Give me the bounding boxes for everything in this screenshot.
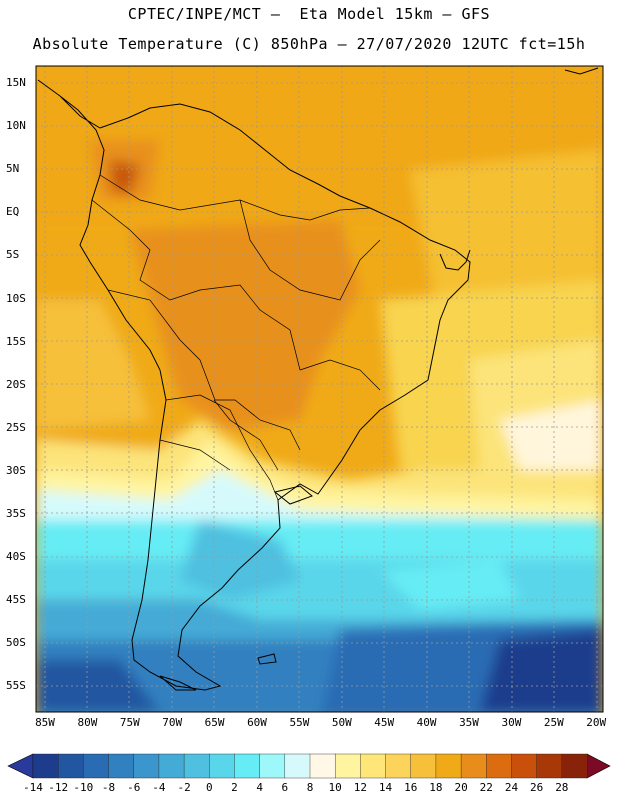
lat-label: 5S xyxy=(6,248,20,262)
colorbar-label: 16 xyxy=(404,781,418,794)
lon-label: 80W xyxy=(77,716,98,729)
colorbar-right-arrow xyxy=(586,753,611,779)
colorbar-label: 22 xyxy=(479,781,493,794)
lat-label: 55S xyxy=(6,679,26,693)
lon-label: 20W xyxy=(586,716,607,729)
colorbar-label: 6 xyxy=(281,781,289,794)
colorbar-label: 28 xyxy=(555,781,569,794)
colorbar-label: 18 xyxy=(429,781,443,794)
colorbar-label: -2 xyxy=(177,781,191,794)
lat-label: 30S xyxy=(6,463,26,477)
lat-label: EQ xyxy=(6,205,20,219)
colorbar-swatch xyxy=(536,753,563,779)
colorbar-label: -6 xyxy=(127,781,141,794)
temperature-field xyxy=(36,66,603,712)
lon-label: 25W xyxy=(543,716,564,729)
lat-label: 50S xyxy=(6,636,26,650)
lat-label: 35S xyxy=(6,507,26,520)
colorbar-swatch xyxy=(511,753,538,779)
colorbar-swatch xyxy=(108,753,135,779)
map-subtitle: Absolute Temperature (C) 850hPa – 27/07/… xyxy=(32,35,586,53)
lat-label: 45S xyxy=(6,593,26,607)
coastline xyxy=(37,67,599,691)
lon-label: 30W xyxy=(501,716,522,729)
lat-label: 15S xyxy=(6,334,26,348)
colorbar-swatch xyxy=(32,753,59,779)
lon-label: 75W xyxy=(119,716,140,729)
lon-label: 65W xyxy=(204,716,225,729)
colorbar-swatch xyxy=(360,753,387,779)
lon-label: 55W xyxy=(289,716,310,729)
colorbar-swatch xyxy=(561,753,588,779)
colorbar-swatch xyxy=(410,753,437,779)
map-frame xyxy=(35,65,604,713)
colorbar-swatch xyxy=(309,753,336,779)
colorbar-swatch xyxy=(259,753,286,779)
colorbar-label: 8 xyxy=(306,781,314,794)
colorbar-swatch xyxy=(57,753,84,779)
colorbar-swatch xyxy=(158,753,185,779)
colorbar-label: 4 xyxy=(256,781,263,794)
colorbar-label: 14 xyxy=(378,781,393,794)
colorbar-label: 0 xyxy=(205,781,213,794)
colorbar-label: 12 xyxy=(353,781,367,794)
colorbar-swatch xyxy=(460,753,487,779)
colorbar-swatch xyxy=(133,753,160,779)
colorbar-label: 20 xyxy=(454,781,468,794)
colorbar-label: 10 xyxy=(328,781,342,794)
colorbar-swatch xyxy=(435,753,462,779)
colorbar-swatch xyxy=(83,753,110,779)
colorbar-swatch xyxy=(183,753,210,779)
lat-label: 15N xyxy=(6,76,26,89)
colorbar-left-arrow xyxy=(7,753,34,779)
lat-label: 10N xyxy=(6,119,26,133)
lon-label: 60W xyxy=(247,716,267,729)
colorbar-label: 24 xyxy=(504,781,519,794)
colorbar-label: 2 xyxy=(231,781,238,794)
lon-label: 50W xyxy=(331,716,352,729)
colorbar-swatch xyxy=(486,753,512,779)
lon-label: 40W xyxy=(416,716,437,729)
colorbar-swatch xyxy=(284,753,311,779)
colorbar-label: -8 xyxy=(101,781,116,794)
lat-label: 10S xyxy=(6,291,26,305)
colorbar-label: -14 xyxy=(23,781,43,794)
colorbar-swatch xyxy=(209,753,235,779)
lat-label: 20S xyxy=(6,377,26,391)
map-title: CPTEC/INPE/MCT – Eta Model 15km – GFS xyxy=(127,5,491,23)
colorbar-label: -10 xyxy=(73,781,94,794)
colorbar xyxy=(7,753,611,779)
lon-label: 85W xyxy=(35,716,55,729)
colorbar-swatch xyxy=(334,753,361,779)
colorbar-label: -4 xyxy=(152,781,166,794)
lon-label: 70W xyxy=(162,716,183,729)
colorbar-label: 26 xyxy=(530,781,544,794)
lon-label: 35W xyxy=(459,716,479,729)
colorbar-label: -12 xyxy=(48,781,69,794)
colorbar-swatch xyxy=(385,753,412,779)
colorbar-swatch xyxy=(234,753,261,779)
country-borders xyxy=(91,174,381,501)
lat-label: 25S xyxy=(6,420,26,434)
lat-label: 40S xyxy=(6,550,26,564)
lat-label: 5N xyxy=(6,162,20,176)
lon-label: 45W xyxy=(374,716,395,729)
